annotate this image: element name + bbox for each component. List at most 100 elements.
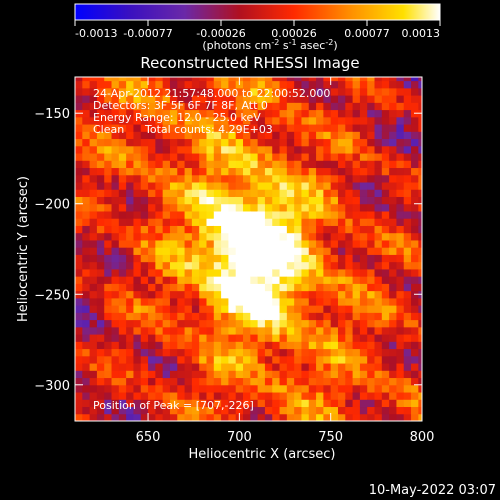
heatmap-cell — [228, 167, 237, 176]
heatmap-cell — [235, 174, 244, 183]
heatmap-cell — [316, 276, 324, 284]
heatmap-cell — [279, 153, 288, 161]
heatmap-cell — [374, 225, 383, 234]
heatmap-cell — [389, 95, 397, 103]
heatmap-cell — [264, 174, 273, 183]
heatmap-cell — [359, 348, 368, 357]
heatmap-cell — [133, 283, 142, 292]
heatmap-cell — [118, 268, 127, 277]
heatmap-cell — [228, 406, 237, 415]
heatmap-cell — [389, 145, 397, 154]
heatmap-cell — [367, 261, 376, 270]
heatmap-cell — [162, 167, 171, 176]
heatmap-cell — [96, 268, 105, 277]
heatmap-cell — [111, 334, 120, 342]
heatmap-cell — [96, 196, 105, 205]
heatmap-cell — [403, 363, 412, 371]
heatmap-cell — [228, 138, 237, 147]
heatmap-cell — [169, 109, 178, 118]
x-axis-label: Heliocentric X (arcsec) — [189, 447, 336, 462]
heatmap-cell — [403, 225, 412, 234]
heatmap-cell — [184, 102, 193, 111]
heatmap-cell — [381, 95, 390, 103]
heatmap-cell — [104, 363, 113, 371]
heatmap-cell — [235, 102, 244, 111]
heatmap-cell — [272, 210, 281, 219]
heatmap-cell — [316, 210, 324, 219]
heatmap-cell — [199, 189, 207, 197]
heatmap-cell — [82, 218, 91, 226]
heatmap-cell — [418, 232, 422, 241]
heatmap-cell — [279, 326, 288, 335]
heatmap-cell — [206, 326, 215, 335]
heatmap-cell — [133, 218, 142, 226]
heatmap-cell — [235, 290, 244, 299]
heatmap-cell — [279, 290, 288, 299]
heatmap-cell — [272, 160, 281, 169]
heatmap-cell — [162, 268, 171, 277]
heatmap-cell — [330, 167, 339, 176]
heatmap-cell — [330, 392, 339, 400]
heatmap-cell — [286, 87, 295, 96]
heatmap-cell — [374, 102, 383, 111]
heatmap-cell — [133, 355, 142, 364]
heatmap-cell — [374, 124, 383, 132]
heatmap-cell — [403, 341, 412, 350]
heatmap-cell — [330, 109, 339, 118]
heatmap-cell — [155, 392, 164, 400]
heatmap-cell — [104, 392, 113, 400]
heatmap-cell — [191, 203, 200, 212]
heatmap-cell — [206, 138, 215, 147]
heatmap-cell — [162, 413, 171, 421]
heatmap-cell — [308, 182, 317, 190]
heatmap-cell — [118, 305, 127, 313]
heatmap-cell — [104, 283, 113, 292]
heatmap-cell — [221, 355, 229, 364]
heatmap-cell — [213, 95, 222, 103]
heatmap-cell — [294, 290, 302, 299]
heatmap-cell — [206, 348, 215, 357]
heatmap-cell — [148, 225, 156, 234]
heatmap-cell — [345, 232, 354, 241]
heatmap-cell — [89, 348, 98, 357]
heatmap-cell — [418, 87, 422, 96]
heatmap-cell — [213, 174, 222, 183]
heatmap-cell — [381, 348, 390, 357]
heatmap-cell — [104, 196, 113, 205]
heatmap-cell — [206, 247, 215, 255]
heatmap-cell — [213, 167, 222, 176]
heatmap-cell — [111, 348, 120, 357]
heatmap-cell — [199, 305, 207, 313]
heatmap-cell — [206, 392, 215, 400]
heatmap-cell — [104, 174, 113, 183]
heatmap-cell — [148, 210, 156, 219]
heatmap-cell — [286, 261, 295, 270]
heatmap-cell — [411, 305, 419, 313]
heatmap-cell — [359, 384, 368, 393]
heatmap-cell — [308, 254, 317, 263]
heatmap-cell — [418, 355, 422, 364]
heatmap-cell — [418, 218, 422, 226]
heatmap-cell — [352, 334, 361, 342]
heatmap-cell — [418, 116, 422, 125]
heatmap-cell — [213, 283, 222, 292]
heatmap-cell — [111, 95, 120, 103]
heatmap-cell — [250, 189, 259, 197]
heatmap-cell — [126, 261, 134, 270]
heatmap-cell — [177, 341, 186, 350]
heatmap-cell — [162, 218, 171, 226]
heatmap-cell — [96, 138, 105, 147]
heatmap-cell — [133, 196, 142, 205]
heatmap-cell — [257, 348, 266, 357]
heatmap-cell — [250, 160, 259, 169]
heatmap-cell — [301, 203, 310, 212]
heatmap-cell — [352, 312, 361, 321]
heatmap-cell — [82, 203, 91, 212]
heatmap-cell — [169, 145, 178, 154]
heatmap-cell — [279, 305, 288, 313]
heatmap-cell — [213, 131, 222, 140]
heatmap-cell — [206, 102, 215, 111]
heatmap-cell — [221, 225, 229, 234]
heatmap-cell — [148, 348, 156, 357]
heatmap-cell — [316, 225, 324, 234]
